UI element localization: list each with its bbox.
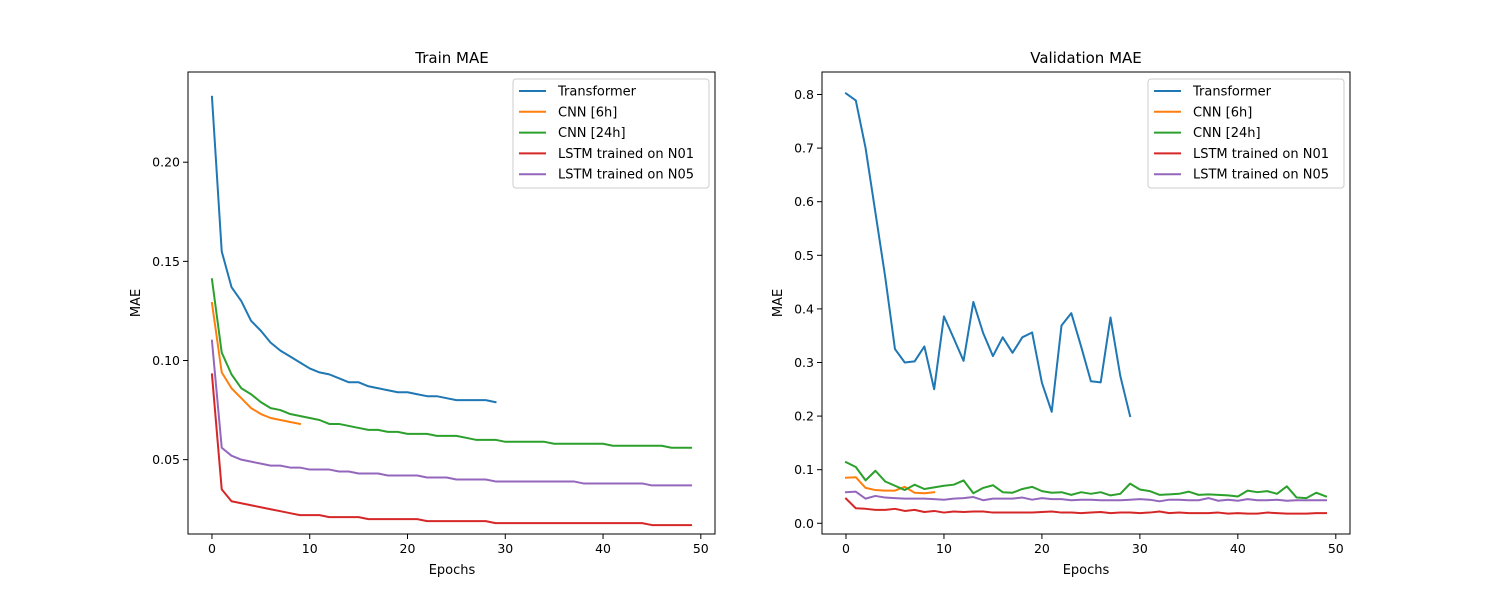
legend-label: LSTM trained on N05 (1193, 168, 1329, 183)
x-tick-label: 50 (693, 541, 709, 556)
legend-label: Transformer (557, 85, 637, 100)
x-tick-label: 40 (1230, 541, 1246, 556)
x-tick-label: 30 (1132, 541, 1148, 556)
x-tick-label: 10 (936, 541, 952, 556)
legend-label: LSTM trained on N01 (558, 147, 694, 162)
y-tick-label: 0.2 (794, 409, 814, 424)
y-tick-label: 0.20 (152, 155, 180, 170)
series-line-3 (210, 278, 693, 449)
plot-area (210, 95, 693, 527)
legend-label: CNN [6h] (1193, 105, 1252, 120)
series-line-2 (844, 476, 936, 495)
y-axis-label: MAE (129, 289, 144, 317)
legend-label: Transformer (1192, 85, 1272, 100)
legend: Transformer CNN [6h] CNN [24h] LSTM trained… (1147, 78, 1345, 189)
y-axis-label: MAE (771, 289, 786, 317)
validation-mae-panel: Validation MAE 0 10 20 30 40 50 0.00.10.20.30… (771, 49, 1351, 578)
y-tick-label: 0.15 (152, 254, 180, 269)
y-tick-label: 0.4 (794, 301, 814, 316)
series-line-4 (210, 373, 693, 527)
y-tick-label: 0.3 (794, 355, 814, 370)
y-tick-label: 0.5 (794, 248, 814, 263)
series-line-5 (844, 490, 1327, 503)
y-tick-label: 0.10 (152, 353, 180, 368)
x-tick-label: 50 (1328, 541, 1344, 556)
x-axis-ticks: 0 10 20 30 40 50 (842, 534, 1344, 556)
x-tick-label: 20 (1034, 541, 1050, 556)
y-tick-label: 0.05 (152, 452, 180, 467)
legend-label: CNN [24h] (558, 126, 626, 141)
y-axis-ticks: 0.05 0.10 0.15 0.20 (152, 155, 188, 467)
axes-frame (187, 71, 716, 535)
legend-label: LSTM trained on N05 (558, 168, 694, 183)
chart-title: Train MAE (414, 49, 488, 67)
plot-area (844, 92, 1328, 515)
legend-label: CNN [24h] (1193, 126, 1261, 141)
x-tick-label: 30 (497, 541, 513, 556)
x-axis-ticks: 0 10 20 30 40 50 (208, 534, 709, 556)
series-line-1 (210, 95, 497, 404)
legend-label: LSTM trained on N01 (1193, 147, 1329, 162)
x-tick-label: 40 (595, 541, 611, 556)
y-tick-label: 0.8 (794, 87, 814, 102)
series-line-2 (210, 301, 302, 426)
x-tick-label: 20 (400, 541, 416, 556)
x-axis-label: Epochs (1063, 563, 1110, 578)
y-tick-label: 0.7 (794, 141, 814, 156)
legend: Transformer CNN [6h] CNN [24h] LSTM trained… (512, 78, 710, 189)
legend-box (1147, 78, 1345, 189)
x-axis-label: Epochs (429, 563, 476, 578)
x-tick-label: 0 (842, 541, 850, 556)
x-tick-label: 10 (302, 541, 318, 556)
series-line-1 (844, 92, 1132, 418)
y-tick-label: 0.6 (794, 194, 814, 209)
axes-frame (821, 71, 1351, 535)
series-line-4 (844, 497, 1327, 515)
train-mae-panel: Train MAE 0 10 20 30 40 50 0.05 0.10 0.15 0.20 E… (129, 49, 716, 578)
y-axis-ticks: 0.0 0.1 0.2 0.3 0.4 0.5 0.6 0.7 0.8 (794, 87, 822, 531)
y-tick-label: 0.0 (794, 516, 814, 531)
y-tick-label: 0.1 (794, 462, 814, 477)
series-line-5 (210, 339, 693, 487)
chart-title: Validation MAE (1030, 49, 1142, 67)
x-tick-label: 0 (208, 541, 216, 556)
legend-label: CNN [6h] (558, 105, 617, 120)
legend-box (512, 78, 710, 189)
series-line-3 (844, 460, 1328, 500)
